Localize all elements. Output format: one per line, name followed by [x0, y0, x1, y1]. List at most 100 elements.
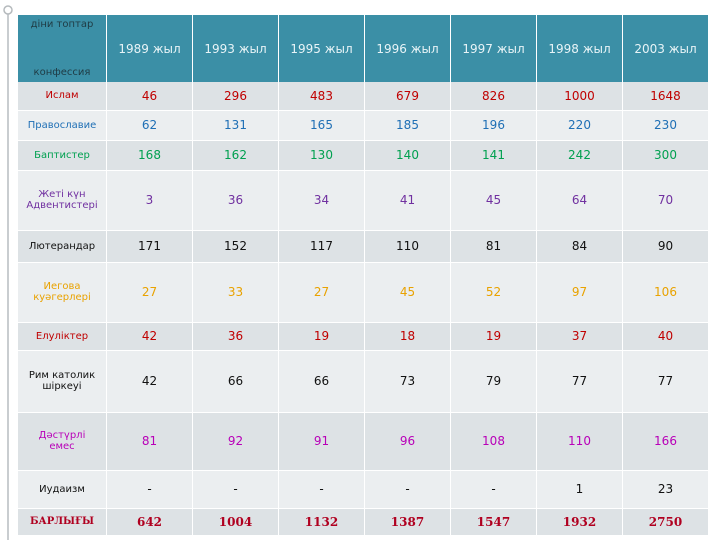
table-cell: 108: [450, 412, 537, 471]
cell-text: 162: [224, 148, 247, 162]
table-row: Лютерандар 171 152 117 110 81 84 90: [17, 230, 708, 263]
table-row: Ислам 46 296 483 679 826 1000 1648: [17, 82, 708, 111]
table-cell: 1387: [364, 508, 451, 536]
table-cell: 66: [278, 350, 365, 413]
table-cell: діни топтар конфессия: [17, 15, 107, 82]
table-cell: 77: [536, 350, 623, 413]
cell-text: 34: [313, 193, 330, 207]
cell-text: 18: [399, 329, 416, 343]
table-cell: 152: [192, 230, 279, 263]
cell-text: 130: [310, 148, 333, 162]
cell-text: -: [491, 482, 496, 496]
cell-text: 1648: [650, 88, 681, 103]
table-cell: 162: [192, 140, 279, 171]
cell-text: 1989 жыл: [118, 41, 181, 56]
cell-text: 45: [485, 193, 502, 207]
cell-text: 77: [571, 374, 588, 388]
label-line: Жеті күн: [38, 189, 86, 200]
cell-text: 1997 жыл: [462, 41, 525, 56]
cell-text: -: [233, 482, 238, 496]
label-line: БАРЛЫҒЫ: [30, 516, 94, 527]
cell-text: 1547: [476, 514, 511, 529]
cell-text: 1000: [564, 88, 595, 103]
table-cell: -: [450, 470, 537, 509]
cell-text: 2750: [648, 514, 683, 529]
table-cell: 117: [278, 230, 365, 263]
table-cell: 84: [536, 230, 623, 263]
cell-text: 66: [313, 374, 330, 388]
table-cell: 1996 жыл: [364, 15, 451, 82]
label-line: Иегова: [43, 281, 81, 292]
table-row: Рим католик шіркеуі 42 66 66 73 79 77 77: [17, 350, 708, 413]
side-dot: [3, 5, 13, 15]
table-cell: 826: [450, 82, 537, 111]
cell-label: БАРЛЫҒЫ: [18, 512, 106, 531]
label-line: Елуліктер: [35, 330, 89, 342]
cell-text: 70: [657, 193, 674, 207]
label-line: Ислам: [45, 90, 79, 102]
table-cell: 91: [278, 412, 365, 471]
cell-text: 19: [485, 329, 502, 343]
cell-text: 166: [654, 434, 677, 448]
table-cell: 1998 жыл: [536, 15, 623, 82]
table-cell: 90: [622, 230, 708, 263]
table-cell: 18: [364, 322, 451, 351]
table-cell: 106: [622, 262, 708, 323]
cell-text: 1995 жыл: [290, 41, 353, 56]
cell-text: 642: [136, 514, 163, 529]
table-cell: 62: [106, 110, 193, 141]
label-line: Рим католик: [28, 370, 96, 381]
table-cell: 110: [364, 230, 451, 263]
cell-text: 46: [141, 88, 158, 103]
table-cell: 131: [192, 110, 279, 141]
cell-text: 1998 жыл: [548, 41, 611, 56]
table-cell: 40: [622, 322, 708, 351]
cell-text: 1004: [218, 514, 253, 529]
table-row: Елуліктер 42 36 19 18 19 37 40: [17, 322, 708, 351]
table-cell: 1989 жыл: [106, 15, 193, 82]
table-cell: 1648: [622, 82, 708, 111]
table-cell: 300: [622, 140, 708, 171]
cell-label: Баптистер: [18, 146, 106, 165]
cell-text: 52: [485, 285, 502, 299]
cell-text: 483: [310, 88, 333, 103]
table-cell: Елуліктер: [17, 322, 107, 351]
cell-text: 1132: [304, 514, 339, 529]
table-cell: 130: [278, 140, 365, 171]
table-cell: 1004: [192, 508, 279, 536]
cell-text: 131: [224, 118, 247, 132]
table-cell: 185: [364, 110, 451, 141]
cell-text: -: [405, 482, 410, 496]
table-cell: 19: [278, 322, 365, 351]
table-cell: 1993 жыл: [192, 15, 279, 82]
table-cell: 27: [106, 262, 193, 323]
cell-label: Лютерандар: [18, 237, 106, 256]
cell-text: 296: [224, 88, 247, 103]
cell-text: 66: [227, 374, 244, 388]
cell-label: Иегова куәгерлері: [18, 277, 106, 307]
cell-label: діни топтар конфессия: [18, 15, 106, 82]
cell-text: 33: [227, 285, 244, 299]
table-cell: 296: [192, 82, 279, 111]
cell-text: 108: [482, 434, 505, 448]
cell-text: 1387: [390, 514, 425, 529]
table-row: Баптистер 168 162 130 140 141 242 300: [17, 140, 708, 171]
cell-label: Елуліктер: [18, 327, 106, 346]
table-row: Иудаизм - - - - - 1 23: [17, 470, 708, 509]
cell-text: 96: [399, 434, 416, 448]
cell-text: 171: [138, 239, 161, 253]
table-row: Дәстүрлі емес 81 92 91 96 108 110 166: [17, 412, 708, 471]
cell-text: 27: [141, 285, 158, 299]
cell-text: 36: [227, 193, 244, 207]
cell-text: 91: [313, 434, 330, 448]
table-cell: -: [106, 470, 193, 509]
label-line: Иудаизм: [39, 483, 85, 495]
table-cell: 45: [364, 262, 451, 323]
table-cell: 42: [106, 350, 193, 413]
table-cell: 1000: [536, 82, 623, 111]
cell-text: 77: [657, 374, 674, 388]
label-line: Адвентистері: [26, 200, 98, 211]
table-row: Жеті күн Адвентистері 3 36 34 41 45 64 70: [17, 170, 708, 231]
cell-text: 84: [571, 239, 588, 253]
label-line: діни топтар: [30, 19, 94, 30]
